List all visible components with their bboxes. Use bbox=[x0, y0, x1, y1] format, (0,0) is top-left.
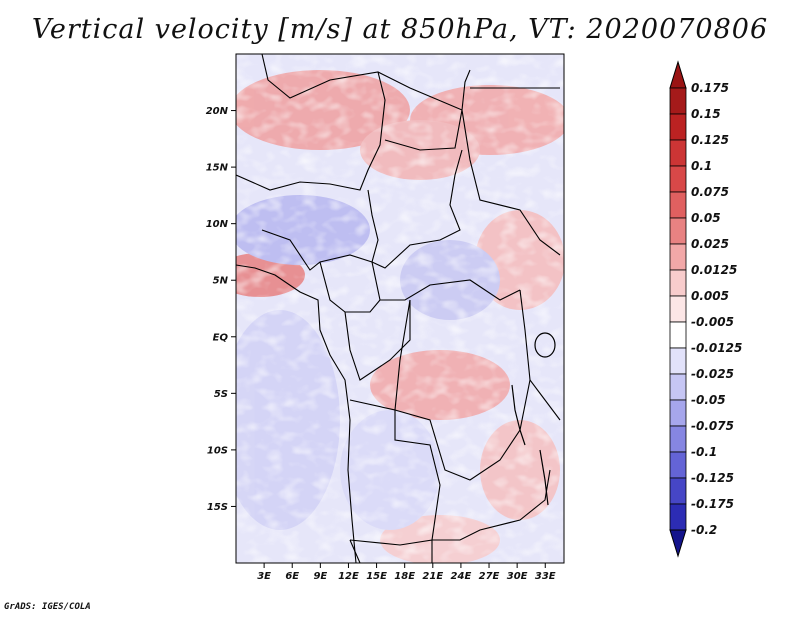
lakes bbox=[511, 332, 556, 506]
border-nigeria bbox=[261, 229, 373, 271]
coastline bbox=[236, 264, 357, 563]
colorbar-segment bbox=[669, 165, 687, 193]
colorbar-label: 0.025 bbox=[691, 237, 729, 251]
colorbar-label: -0.2 bbox=[691, 523, 717, 537]
lon-tick-label: 30E bbox=[507, 571, 528, 582]
border-tanzania bbox=[529, 379, 561, 421]
lon-tick-label: 18E bbox=[394, 571, 415, 582]
lat-tick-label: 15S bbox=[207, 502, 228, 513]
colorbar-segment bbox=[669, 243, 687, 271]
colorbar-segment bbox=[669, 425, 687, 453]
colorbar-segment bbox=[669, 321, 687, 349]
border-sudan bbox=[461, 109, 561, 256]
colorbar-top-arrow bbox=[669, 60, 687, 89]
lon-tick-label: 24E bbox=[451, 571, 472, 582]
lake-tanganyika bbox=[511, 384, 526, 446]
colorbar-label: -0.175 bbox=[691, 497, 734, 511]
colorbar-segment bbox=[669, 87, 687, 115]
lat-tick-label: 15N bbox=[206, 163, 229, 174]
border-zambia bbox=[432, 469, 551, 541]
border-sahel-1 bbox=[236, 71, 386, 191]
colorbar-label: 0.075 bbox=[691, 185, 729, 199]
colorbar-segment bbox=[669, 139, 687, 167]
colorbar-segment bbox=[669, 399, 687, 427]
colorbar-label: -0.075 bbox=[691, 419, 734, 433]
lake-victoria bbox=[534, 332, 556, 358]
colorbar-label: -0.005 bbox=[691, 315, 734, 329]
colorbar-label: 0.1 bbox=[691, 159, 712, 173]
footer-credit: GrADS: IGES/COLA bbox=[4, 602, 91, 612]
colorbar-segment bbox=[669, 451, 687, 479]
colorbar-segment bbox=[669, 269, 687, 297]
latitude-axis: 20N 15N 10N 5N EQ 5S 10S 15S bbox=[206, 106, 236, 513]
colorbar-segment bbox=[669, 295, 687, 323]
border-angola bbox=[349, 399, 441, 546]
lat-tick-label: 5S bbox=[214, 389, 228, 400]
lon-tick-label: 33E bbox=[535, 571, 556, 582]
field-texture bbox=[236, 54, 564, 563]
colorbar-label: -0.125 bbox=[691, 471, 734, 485]
border-chad bbox=[367, 149, 463, 269]
border-sahel-2 bbox=[384, 109, 463, 151]
colorbar-label: -0.05 bbox=[691, 393, 726, 407]
lon-tick-label: 6E bbox=[285, 571, 299, 582]
lat-tick-label: 10N bbox=[206, 219, 229, 230]
colorbar: 0.175 0.15 0.125 0.1 0.075 0.05 0.025 0.0125 0.0… bbox=[669, 60, 742, 558]
lon-tick-label: 21E bbox=[422, 571, 443, 582]
map-area bbox=[236, 54, 564, 563]
colorbar-segment bbox=[669, 347, 687, 375]
lake-malawi bbox=[539, 449, 549, 506]
border-congo bbox=[344, 300, 411, 381]
longitude-axis: 3E 6E 9E 12E 15E 18E 21E 24E 27E 30E 33E bbox=[257, 563, 556, 582]
lon-tick-label: 3E bbox=[257, 571, 271, 582]
lon-tick-label: 12E bbox=[338, 571, 359, 582]
lat-tick-label: 5N bbox=[213, 276, 229, 287]
colorbar-label: 0.175 bbox=[691, 81, 729, 95]
colorbar-label: 0.125 bbox=[691, 133, 729, 147]
lat-tick-label: 10S bbox=[207, 445, 228, 456]
colorbar-segment bbox=[669, 217, 687, 245]
map-title: Vertical velocity [m/s] at 850hPa, VT: 2… bbox=[31, 14, 769, 45]
lon-tick-label: 27E bbox=[479, 571, 500, 582]
colorbar-label: 0.0125 bbox=[691, 263, 737, 277]
colorbar-label: -0.025 bbox=[691, 367, 734, 381]
border-drc bbox=[394, 289, 531, 481]
colorbar-label: -0.0125 bbox=[691, 341, 742, 355]
colorbar-segment bbox=[669, 113, 687, 141]
colorbar-label: -0.1 bbox=[691, 445, 717, 459]
colorbar-segment bbox=[669, 477, 687, 505]
lat-tick-label: 20N bbox=[206, 106, 229, 117]
colorbar-segment bbox=[669, 191, 687, 219]
colorbar-label: 0.005 bbox=[691, 289, 729, 303]
colorbar-bottom-arrow bbox=[669, 529, 687, 558]
colorbar-segment bbox=[669, 373, 687, 401]
colorbar-segment bbox=[669, 503, 687, 531]
colorbar-label: 0.05 bbox=[691, 211, 721, 225]
lon-tick-label: 9E bbox=[313, 571, 327, 582]
map-frame bbox=[235, 53, 565, 564]
country-borders bbox=[236, 54, 561, 563]
colorbar-label: 0.15 bbox=[691, 107, 721, 121]
lat-tick-label: EQ bbox=[213, 332, 229, 343]
lon-tick-label: 15E bbox=[366, 571, 387, 582]
